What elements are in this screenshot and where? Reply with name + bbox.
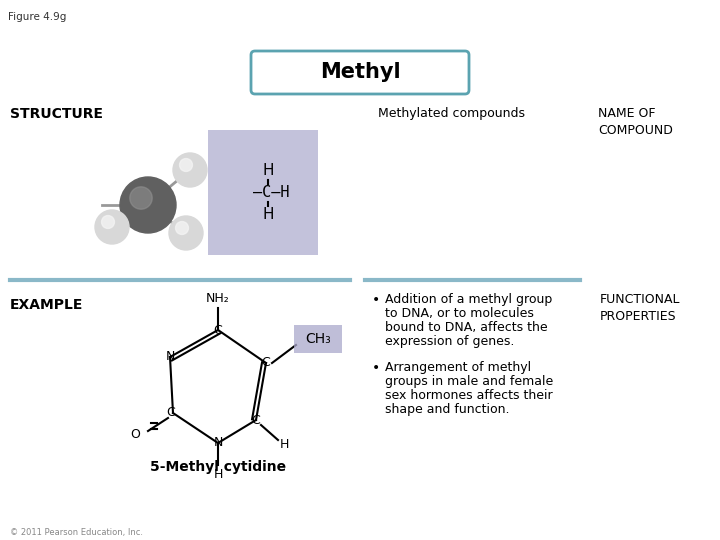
Text: expression of genes.: expression of genes. (385, 335, 514, 348)
Text: CH₃: CH₃ (305, 332, 331, 346)
Bar (208, 130, 318, 255)
Circle shape (169, 216, 203, 250)
Text: O: O (130, 429, 140, 442)
Text: Methylated compounds: Methylated compounds (378, 107, 525, 120)
Text: sex hormones affects their: sex hormones affects their (385, 389, 553, 402)
FancyBboxPatch shape (251, 51, 469, 94)
Text: shape and function.: shape and function. (385, 403, 510, 416)
Text: to DNA, or to molecules: to DNA, or to molecules (385, 307, 534, 320)
Circle shape (179, 159, 192, 172)
Text: 5-Methyl cytidine: 5-Methyl cytidine (150, 460, 286, 474)
Text: STRUCTURE: STRUCTURE (10, 107, 103, 121)
Text: groups in male and female: groups in male and female (385, 375, 553, 388)
Text: N: N (166, 350, 175, 363)
Text: •: • (372, 293, 380, 307)
Text: Figure 4.9g: Figure 4.9g (8, 12, 66, 22)
Circle shape (120, 177, 176, 233)
Text: •: • (372, 361, 380, 375)
Text: NAME OF
COMPOUND: NAME OF COMPOUND (598, 107, 673, 137)
Text: N: N (213, 436, 222, 449)
Text: FUNCTIONAL
PROPERTIES: FUNCTIONAL PROPERTIES (600, 293, 680, 323)
Text: Methyl: Methyl (320, 63, 400, 83)
Text: Arrangement of methyl: Arrangement of methyl (385, 361, 531, 374)
Text: —C—H: —C—H (253, 185, 289, 200)
Text: C: C (214, 323, 222, 336)
Text: H: H (262, 163, 274, 178)
Circle shape (176, 221, 189, 234)
Text: Addition of a methyl group: Addition of a methyl group (385, 293, 552, 306)
Text: H: H (262, 207, 274, 222)
Text: H: H (279, 437, 289, 450)
Circle shape (95, 210, 129, 244)
Text: C: C (261, 356, 271, 369)
Text: © 2011 Pearson Education, Inc.: © 2011 Pearson Education, Inc. (10, 528, 143, 537)
Circle shape (102, 215, 114, 228)
Circle shape (173, 153, 207, 187)
Text: NH₂: NH₂ (206, 292, 230, 305)
Text: C: C (166, 407, 176, 420)
Text: H: H (213, 469, 222, 482)
Text: bound to DNA, affects the: bound to DNA, affects the (385, 321, 548, 334)
Text: EXAMPLE: EXAMPLE (10, 298, 84, 312)
Text: C: C (251, 414, 261, 427)
Bar (294, 325, 342, 353)
Circle shape (130, 187, 152, 209)
